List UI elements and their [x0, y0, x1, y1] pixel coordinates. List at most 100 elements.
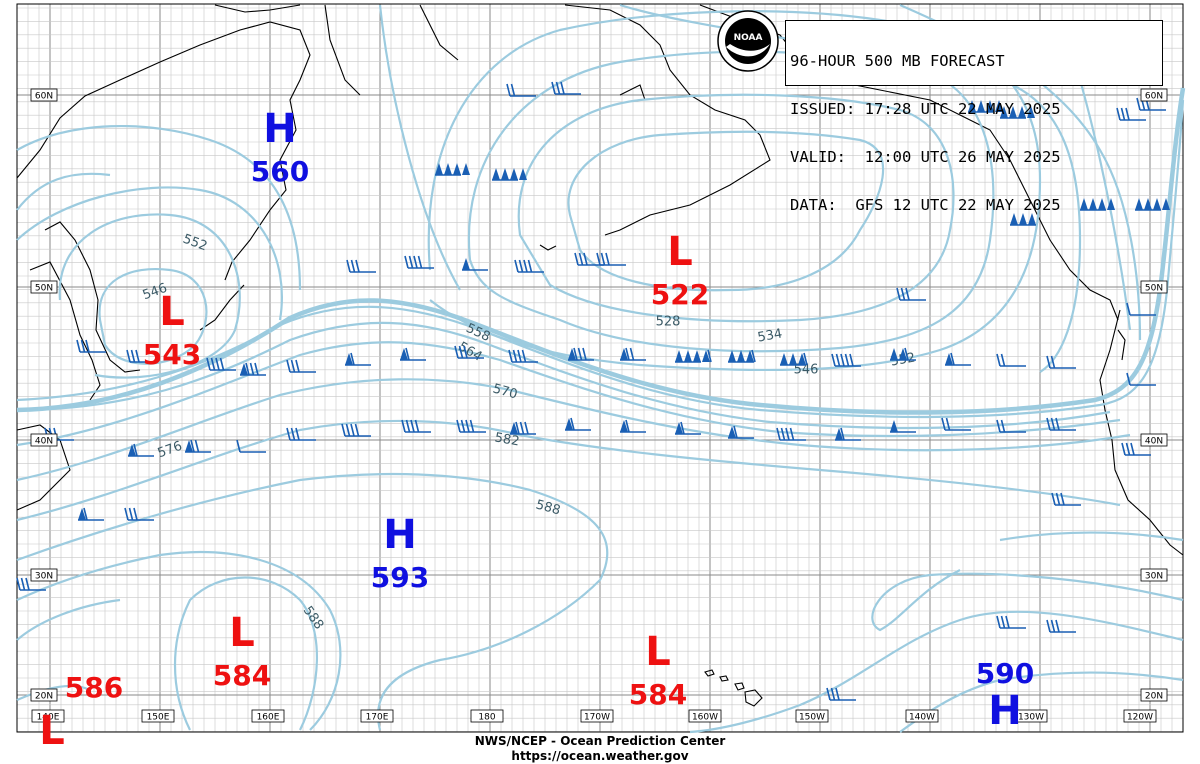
lat-label: 40N: [1145, 437, 1163, 447]
wind-barb: [941, 417, 971, 431]
system-letter: H: [988, 688, 1021, 734]
lat-label-box: [30, 433, 58, 447]
contour-label: 528: [656, 315, 681, 330]
system-letter: L: [645, 629, 671, 675]
contour-label: 588: [534, 498, 562, 519]
lon-label: 160E: [257, 713, 280, 723]
wind-barb: [435, 163, 470, 176]
wind-barb: [831, 353, 861, 367]
lat-label-box: [1140, 433, 1168, 447]
wind-barb: [675, 421, 701, 435]
wind-barb: [78, 507, 104, 521]
footer-url[interactable]: https://ocean.weather.gov: [511, 749, 689, 763]
system-value: 560: [251, 155, 309, 188]
contour-label: 570: [491, 382, 519, 403]
system-value: 584: [213, 659, 271, 692]
lon-label: 120W: [1127, 713, 1153, 723]
lon-label-box: [795, 709, 829, 723]
system-value: 593: [371, 561, 429, 594]
wind-barb: [1121, 442, 1151, 456]
wind-barb: [568, 347, 594, 361]
wind-barb: [124, 507, 154, 521]
wind-barb: [16, 577, 46, 591]
title-line: 96-HOUR 500 MB FORECAST: [790, 52, 1005, 70]
lon-label-box: [1014, 709, 1048, 723]
lon-label: 170W: [584, 713, 610, 723]
lat-label-box: [30, 280, 58, 294]
lon-label-box: [141, 709, 175, 723]
wind-barb: [236, 439, 266, 453]
wind-barbs: [16, 81, 1170, 701]
wind-barb: [776, 427, 806, 441]
system-letter: L: [667, 229, 693, 275]
lat-label-box: [1140, 280, 1168, 294]
lat-label-box: [1140, 88, 1168, 102]
wind-barb: [128, 443, 154, 457]
lon-label-box: [470, 709, 504, 723]
contour-label: 534: [756, 326, 783, 345]
lat-label-box: [30, 88, 58, 102]
lat-label-box: [30, 688, 58, 702]
wind-barb: [1046, 619, 1076, 633]
lat-label: 60N: [1145, 92, 1163, 102]
system-letter: H: [263, 106, 296, 152]
wind-barb: [506, 83, 536, 97]
wind-barb: [514, 259, 544, 273]
wind-barb: [1046, 355, 1076, 369]
wind-barb: [896, 287, 926, 301]
wind-barb: [462, 258, 488, 271]
wind-barb: [728, 425, 754, 439]
lon-label: 150E: [147, 713, 170, 723]
lon-label-box: [31, 709, 65, 723]
lon-label-box: [905, 709, 939, 723]
lon-label-box: [251, 709, 285, 723]
wind-barb: [620, 419, 646, 433]
wind-barb: [1000, 106, 1035, 119]
wind-barb: [456, 419, 486, 433]
wind-barb: [454, 345, 484, 359]
system-value: 584: [629, 678, 687, 711]
wind-barb: [835, 427, 861, 441]
data-line: DATA: GFS 12 UTC 22 MAY 2025: [790, 196, 1061, 214]
latitude-labels: 60N 60N 50N 50N 40N 40N 30N 30N 20N 20N: [30, 88, 1168, 702]
lon-label: 160W: [692, 713, 718, 723]
contour-label: 582: [493, 430, 520, 449]
wind-barb: [996, 353, 1026, 367]
lat-label: 20N: [1145, 692, 1163, 702]
wind-barb: [286, 359, 316, 373]
wind-barb: [996, 615, 1026, 629]
lat-label: 20N: [35, 692, 53, 702]
wind-barb: [826, 687, 856, 701]
wind-barb: [510, 421, 536, 435]
system-value: 543: [143, 338, 201, 371]
lon-label: 140E: [37, 713, 60, 723]
lon-label-box: [1123, 709, 1157, 723]
footer-agency: NWS/NCEP - Ocean Prediction Center: [474, 734, 726, 748]
wind-barb: [346, 259, 376, 273]
contour-label: 588: [300, 604, 327, 633]
wind-barb: [890, 420, 916, 433]
wind-barb: [1126, 302, 1156, 316]
lat-label: 30N: [1145, 572, 1163, 582]
issued-line: ISSUED: 17:28 UTC 22 MAY 2025: [790, 100, 1061, 118]
contour-label: 546: [794, 363, 819, 378]
wind-barb: [996, 419, 1026, 433]
wind-barb: [565, 417, 591, 431]
lat-label-box: [30, 568, 58, 582]
wind-barb: [1135, 198, 1170, 211]
wind-barb: [492, 168, 527, 181]
lat-label: 50N: [35, 284, 53, 294]
wind-barb: [345, 352, 371, 366]
system-value: 586: [65, 671, 123, 704]
wind-barb: [508, 349, 538, 363]
wind-barb: [596, 252, 626, 266]
wind-barb: [404, 255, 434, 269]
